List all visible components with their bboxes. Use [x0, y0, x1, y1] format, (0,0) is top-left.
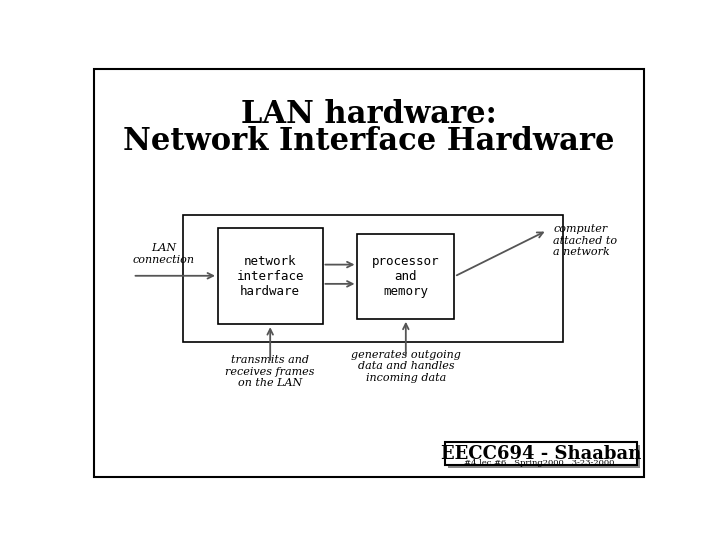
Text: #4 lec #6   Spring2000   3-23-2000: #4 lec #6 Spring2000 3-23-2000: [464, 459, 615, 467]
Text: processor
and
memory: processor and memory: [372, 255, 440, 298]
Text: computer
attached to
a network: computer attached to a network: [554, 224, 618, 258]
Text: transmits and
receives frames
on the LAN: transmits and receives frames on the LAN: [225, 355, 315, 388]
Bar: [448, 445, 640, 468]
Text: LAN hardware:: LAN hardware:: [241, 99, 497, 131]
Bar: [445, 442, 637, 465]
Bar: [183, 215, 563, 342]
Text: generates outgoing
data and handles
incoming data: generates outgoing data and handles inco…: [351, 350, 461, 383]
Bar: [218, 228, 323, 325]
Text: Network Interface Hardware: Network Interface Hardware: [123, 126, 615, 157]
Bar: [357, 234, 454, 319]
Text: EECC694 - Shaaban: EECC694 - Shaaban: [441, 444, 642, 463]
Text: LAN
connection: LAN connection: [132, 244, 194, 265]
Text: network
interface
hardware: network interface hardware: [236, 255, 304, 298]
